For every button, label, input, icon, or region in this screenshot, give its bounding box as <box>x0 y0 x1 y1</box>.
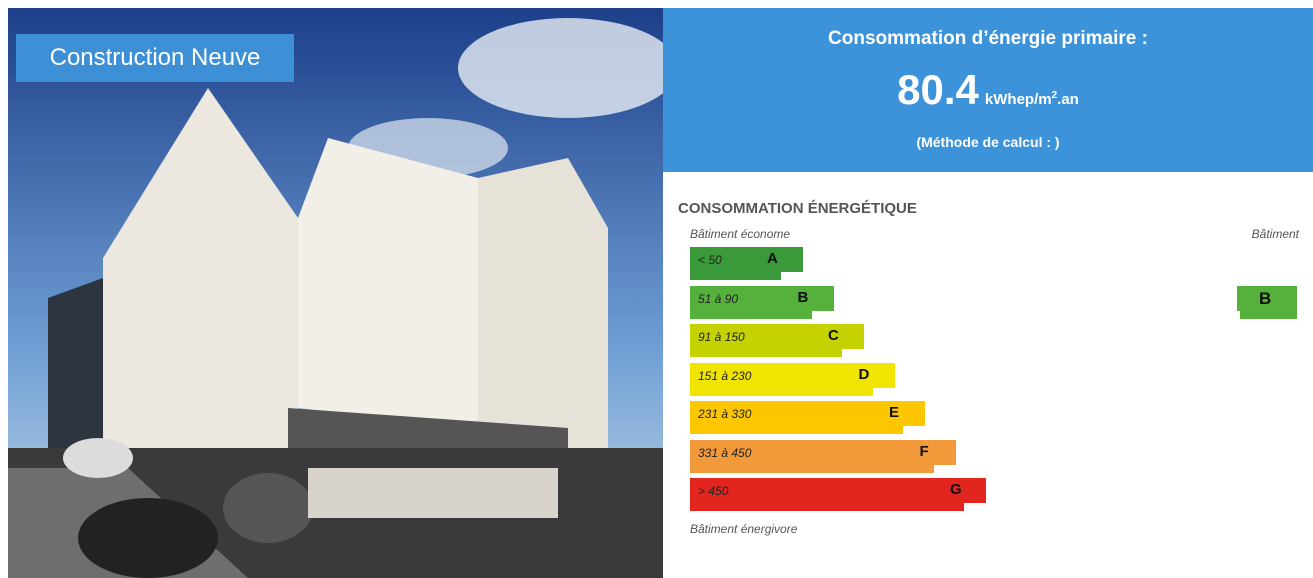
building-photo <box>8 8 663 578</box>
energy-bar: 151 à 230 D <box>690 363 895 388</box>
energy-bar: > 450 G <box>690 478 986 503</box>
top-label: Bâtiment économe <box>690 227 790 241</box>
class-letter: A <box>767 250 778 267</box>
class-letter: D <box>859 366 870 383</box>
building-indicator: B <box>1237 286 1297 311</box>
range-label: > 450 <box>698 484 728 498</box>
value: 80.4 <box>897 66 979 113</box>
range-label: 51 à 90 <box>698 292 738 306</box>
energy-bar: 51 à 90 B <box>690 286 834 311</box>
range-label: 231 à 330 <box>698 407 751 421</box>
energy-bar: < 50 A <box>690 247 803 272</box>
range-label: 331 à 450 <box>698 446 751 460</box>
bar-tail <box>690 465 934 473</box>
range-label: < 50 <box>698 253 722 267</box>
photo-caption: Construction Neuve <box>16 34 294 82</box>
energy-bar: 91 à 150 C <box>690 324 864 349</box>
page: Construction Neuve Consommation d’énergi… <box>0 0 1313 578</box>
range-label: 151 à 230 <box>698 369 751 383</box>
class-letter: C <box>828 327 839 344</box>
bar-tail <box>690 388 873 396</box>
range-label: 91 à 150 <box>698 330 745 344</box>
header-value: 80.4 kWhep/m2.an <box>663 66 1313 114</box>
class-letter: E <box>889 404 899 421</box>
bar-tail <box>690 311 812 319</box>
indicator-tail <box>1240 311 1297 319</box>
energy-bar: 331 à 450 F <box>690 440 956 465</box>
scale-title: CONSOMMATION ÉNERGÉTIQUE <box>678 200 917 217</box>
bottom-label: Bâtiment énergivore <box>690 522 797 536</box>
energy-bar: 231 à 330 E <box>690 401 925 426</box>
bar-tail <box>690 426 903 434</box>
bar-tail <box>690 503 964 511</box>
method: (Méthode de calcul : ) <box>663 134 1313 150</box>
header-title: Consommation d’énergie primaire : <box>663 28 1313 50</box>
unit: kWhep/m2.an <box>985 91 1079 108</box>
class-letter: B <box>798 289 809 306</box>
bar-tail <box>690 272 781 280</box>
consumption-header: Consommation d’énergie primaire : 80.4 kW… <box>663 8 1313 172</box>
class-letter: F <box>920 443 929 460</box>
unit-main: kWhep/m <box>985 91 1052 108</box>
unit-end: .an <box>1057 91 1079 108</box>
column-label: Bâtiment <box>1252 227 1299 241</box>
indicator-letter: B <box>1259 289 1271 309</box>
bar-tail <box>690 349 842 357</box>
class-letter: G <box>950 481 962 498</box>
